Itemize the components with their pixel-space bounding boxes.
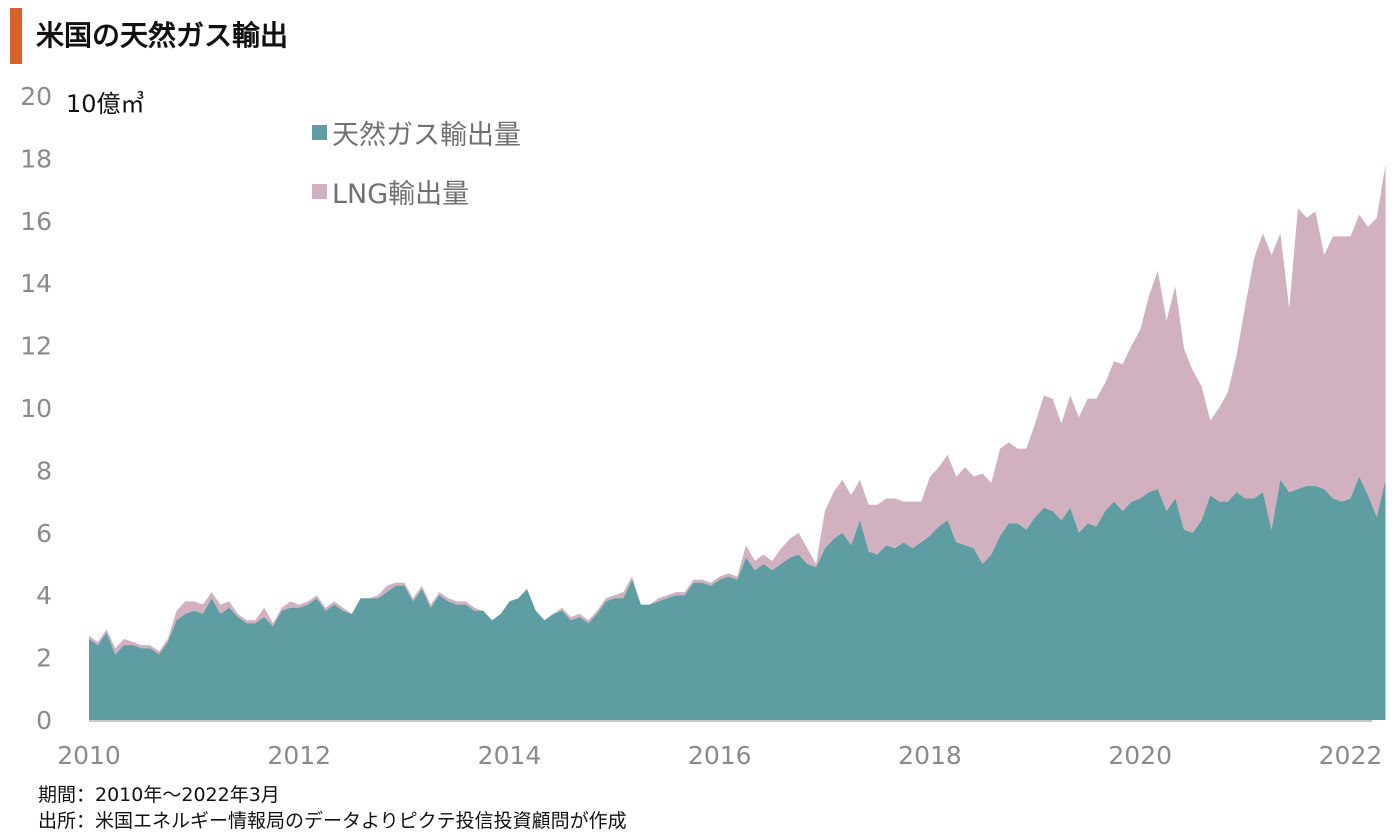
y-tick-label: 2 [36, 644, 52, 673]
footnote-period: 期間：2010年～2022年3月 [38, 784, 280, 806]
legend-item-pipeline: 天然ガス輸出量 [312, 113, 521, 152]
x-tick-label: 2010 [57, 741, 121, 770]
y-tick-label: 10 [20, 394, 52, 423]
title-accent-bar [10, 8, 22, 64]
legend-swatch-pipeline [312, 125, 327, 140]
x-tick-label: 2018 [898, 741, 962, 770]
x-tick-label: 2020 [1108, 741, 1172, 770]
legend-swatch-lng [312, 184, 327, 199]
x-tick-label: 2022 [1319, 741, 1383, 770]
x-tick-label: 2016 [688, 741, 752, 770]
footnote-source: 出所：米国エネルギー情報局のデータよりピクテ投信投資顧問が作成 [38, 810, 627, 832]
legend-label-pipeline: 天然ガス輸出量 [332, 120, 521, 151]
legend-label-lng: LNG輸出量 [332, 179, 470, 210]
y-tick-label: 8 [36, 456, 52, 485]
y-tick-label: 18 [20, 144, 52, 173]
y-tick-label: 14 [20, 269, 52, 298]
area-lng-exports [89, 164, 1386, 655]
y-axis-unit-label: 10億㎥ [66, 90, 145, 118]
y-tick-label: 12 [20, 332, 52, 361]
legend-item-lng: LNG輸出量 [312, 172, 469, 211]
y-tick-label: 6 [36, 519, 52, 548]
chart-title: 米国の天然ガス輸出 [36, 19, 289, 52]
y-tick-label: 4 [36, 581, 52, 610]
area-natural-gas-exports [89, 476, 1386, 720]
y-tick-label: 16 [20, 207, 52, 236]
y-tick-label: 20 [20, 82, 52, 111]
y-tick-label: 0 [36, 706, 52, 735]
x-tick-label: 2014 [478, 741, 542, 770]
x-tick-label: 2012 [267, 741, 331, 770]
